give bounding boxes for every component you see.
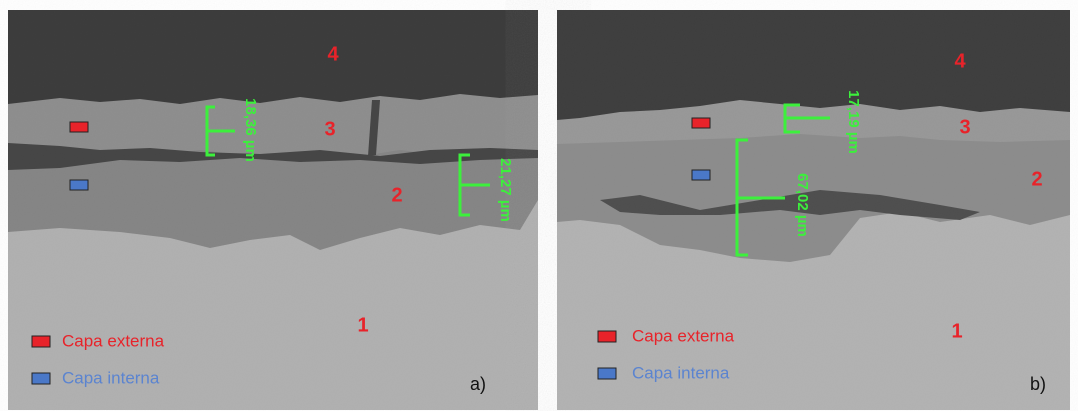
layer-label: 3 bbox=[324, 118, 335, 140]
layer-label: 3 bbox=[959, 116, 970, 138]
layer-label: 1 bbox=[357, 314, 368, 336]
layer-label: 1 bbox=[951, 320, 962, 342]
panel-caption: a) bbox=[470, 374, 486, 394]
layer-label: 4 bbox=[327, 43, 339, 65]
layer-label: 4 bbox=[954, 50, 966, 72]
layer-label: 2 bbox=[1031, 168, 1042, 190]
thickness-label: 21,27 µm bbox=[497, 158, 514, 222]
legend-label: Capa interna bbox=[62, 368, 160, 387]
micrograph-b bbox=[557, 10, 1070, 410]
thickness-label: 18,36 µm bbox=[242, 98, 259, 162]
thickness-label: 17,19 µm bbox=[845, 90, 862, 154]
panel-caption: b) bbox=[1030, 374, 1046, 394]
thickness-label: 67,02 µm bbox=[794, 173, 811, 237]
legend-label: Capa externa bbox=[632, 326, 735, 345]
legend-label: Capa interna bbox=[632, 363, 730, 382]
legend-label: Capa externa bbox=[62, 331, 165, 350]
layer-label: 2 bbox=[391, 184, 402, 206]
figure: 4 3 2 1 18,36 µm 21,27 µm Capa externa Capa int… bbox=[0, 0, 1078, 411]
